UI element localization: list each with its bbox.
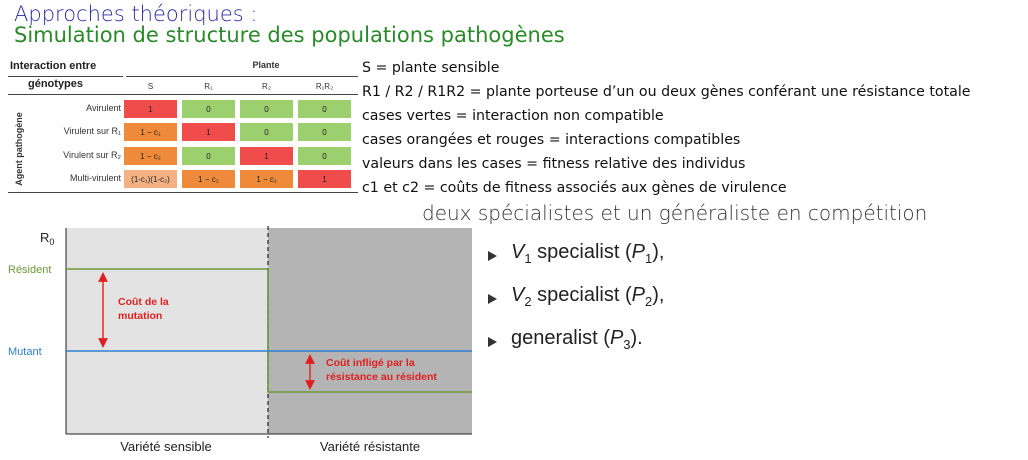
bullet-symbol-sub: 1 <box>524 251 532 266</box>
fitness-diagram: R0 Résident Mutant Coût de la mutation C… <box>8 226 472 454</box>
bullet-symbol: V <box>511 284 525 306</box>
table-cell: 0 <box>239 99 294 119</box>
table-cell: 0 <box>297 122 352 142</box>
title-line2: Simulation de structure des populations … <box>14 23 565 47</box>
row-header: Virulent sur R₁ <box>63 126 121 136</box>
bullet-symbol-sub: 2 <box>524 294 532 309</box>
column-header: R₁R₂ <box>315 82 334 91</box>
sensitive-variety-area <box>66 228 268 434</box>
bullet-end: ). <box>630 327 643 349</box>
bullet-paren-sub: 2 <box>644 294 653 309</box>
bullet-end: ), <box>652 284 665 306</box>
table-cell: 1 <box>297 169 352 189</box>
table-cell: 1 − c₂ <box>123 146 178 166</box>
table-cell: 0 <box>181 146 236 166</box>
column-header: R₂ <box>262 82 271 91</box>
mutant-label: Mutant <box>8 346 42 358</box>
table-cell: 1 <box>123 99 178 119</box>
bullet-paren-symbol: P <box>609 327 624 349</box>
bullet-symbol: V <box>511 241 525 263</box>
table-cell: 1 − c₁ <box>123 122 178 142</box>
bullet-paren-sub: 3 <box>623 337 631 352</box>
legend-line: cases vertes = interaction non compatibl… <box>362 108 664 124</box>
title-line1: Approches théoriques : <box>14 2 258 26</box>
bullet-paren-symbol: P <box>631 241 645 263</box>
y-axis-label: R0 <box>40 230 54 247</box>
table-cell: 0 <box>297 99 352 119</box>
side-label: Agent pathogène <box>14 112 24 186</box>
row-header: Multi-virulent <box>69 173 121 183</box>
legend-line: c1 et c2 = coûts de fitness associés aux… <box>362 180 787 196</box>
bullet-item: V2 specialist (P2), <box>488 277 664 320</box>
legend-line: valeurs dans les cases = fitness relativ… <box>362 156 746 172</box>
x-label-sensitive: Variété sensible <box>120 439 212 454</box>
resident-label: Résident <box>8 264 51 276</box>
resident-line <box>66 268 472 393</box>
column-header: S <box>147 82 154 91</box>
resistant-variety-area <box>268 228 472 434</box>
triangle-bullet-icon <box>488 250 497 261</box>
mutation-cost-label-line1: Coût de la <box>118 296 169 308</box>
bullet-paren-sub: 1 <box>644 251 653 266</box>
bullet-paren-symbol: P <box>631 284 645 306</box>
resistance-cost-label-line2: résistance au résident <box>326 371 437 383</box>
table-header-line2: génotypes <box>28 78 84 90</box>
mutation-cost-label-line2: mutation <box>118 310 162 322</box>
legend-line: S = plante sensible <box>362 60 500 76</box>
legend-line: R1 / R2 / R1R2 = plante porteuse d’un ou… <box>362 84 971 100</box>
column-header: R₁ <box>204 82 213 91</box>
bullet-item: V1 specialist (P1), <box>488 234 664 277</box>
legend-line: cases orangées et rouges = interactions … <box>362 132 741 148</box>
bullet-text: specialist ( <box>531 241 632 263</box>
row-header: Avirulent <box>86 103 121 113</box>
table-cell: 0 <box>297 146 352 166</box>
bullet-text: generalist ( <box>511 327 610 349</box>
bullet-end: ), <box>652 241 665 263</box>
table-cell: (1-c₁)(1-c₂) <box>123 169 178 189</box>
table-rule <box>8 76 123 77</box>
table-cell: 0 <box>181 99 236 119</box>
resistance-cost-label-line1: Coût infligé par la <box>326 357 415 369</box>
competition-subtitle: deux spécialistes et un généraliste en c… <box>422 201 928 225</box>
x-label-resistant: Variété résistante <box>320 439 420 454</box>
table-cell: 1 − c₂ <box>181 169 236 189</box>
legend-block: S = plante sensible R1 / R2 / R1R2 = pla… <box>362 56 971 200</box>
table-rule <box>126 76 358 77</box>
table-cell: 1 <box>239 146 294 166</box>
row-header: Virulent sur R₂ <box>63 150 121 160</box>
table-rule <box>8 94 358 95</box>
table-plant-header: Plante <box>252 60 280 70</box>
bullet-text: specialist ( <box>531 284 632 306</box>
bullet-list: V1 specialist (P1), V2 specialist (P2), … <box>488 234 664 363</box>
table-header-line1: Interaction entre <box>10 60 97 72</box>
table-cell: 0 <box>239 122 294 142</box>
table-rule <box>8 192 358 193</box>
triangle-bullet-icon <box>488 336 497 347</box>
table-cell: 1 − c₁ <box>239 169 294 189</box>
interaction-table: Interaction entre génotypes Plante S R₁ … <box>8 58 358 194</box>
table-cell: 1 <box>181 122 236 142</box>
bullet-item: generalist (P3). <box>488 320 664 363</box>
triangle-bullet-icon <box>488 293 497 304</box>
